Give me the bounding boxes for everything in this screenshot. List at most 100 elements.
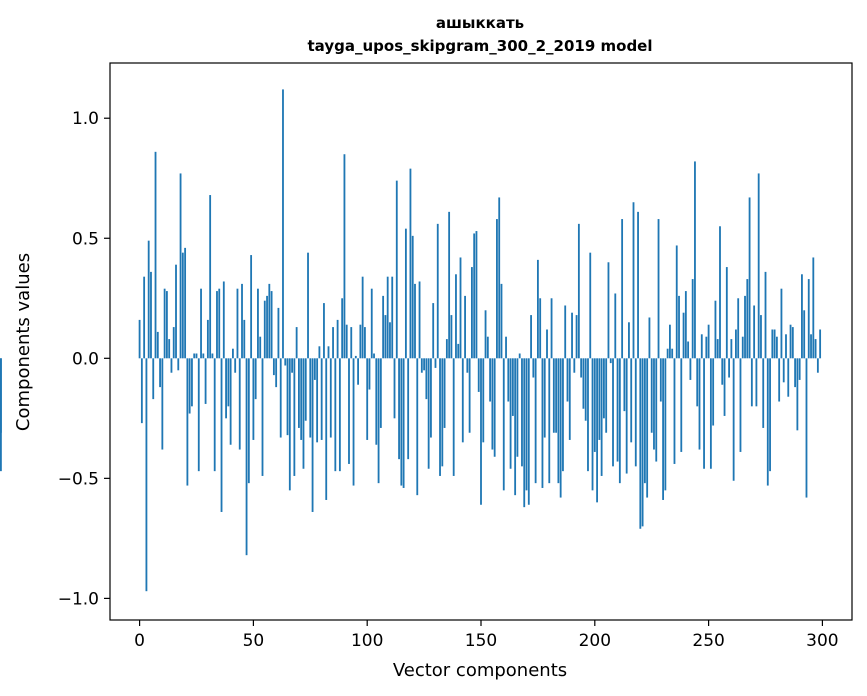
- bar: [377, 358, 380, 484]
- bar: [270, 291, 273, 359]
- x-tick-label: 300: [806, 631, 838, 651]
- bar: [596, 358, 598, 503]
- chart-subtitle: tayga_upos_skipgram_300_2_2019 model: [308, 37, 653, 55]
- bar: [234, 358, 237, 373]
- bar: [400, 358, 403, 486]
- bar: [450, 315, 453, 359]
- bar: [475, 231, 478, 359]
- bar: [309, 358, 312, 438]
- bar: [614, 293, 617, 359]
- bar: [646, 358, 649, 498]
- bar: [760, 315, 762, 359]
- bar: [247, 358, 250, 484]
- bar: [311, 358, 314, 512]
- bar: [307, 252, 309, 359]
- bar: [161, 358, 164, 450]
- bar: [165, 291, 168, 359]
- bar: [348, 358, 350, 464]
- y-tick-label: 0.5: [72, 229, 99, 249]
- bar: [318, 346, 321, 359]
- bar: [612, 358, 614, 467]
- bar: [630, 358, 633, 443]
- bar: [338, 358, 341, 472]
- bar: [700, 334, 703, 359]
- bar: [505, 336, 507, 359]
- bar: [719, 226, 721, 359]
- bar: [480, 358, 482, 505]
- bar: [518, 353, 521, 359]
- bar: [694, 161, 696, 359]
- bar: [373, 353, 375, 359]
- bar: [671, 348, 674, 359]
- bar: [605, 358, 608, 433]
- bar: [789, 324, 792, 359]
- bar: [587, 358, 589, 472]
- bar: [616, 358, 619, 462]
- bar: [562, 358, 564, 472]
- bar: [0, 358, 2, 433]
- bar: [482, 358, 485, 443]
- bar: [466, 358, 469, 373]
- bar: [143, 276, 146, 359]
- bar: [329, 358, 332, 438]
- bar: [744, 295, 746, 359]
- bar: [323, 303, 325, 359]
- bar: [632, 202, 635, 359]
- bar: [222, 281, 225, 359]
- bar: [600, 358, 603, 476]
- bar: [659, 358, 662, 402]
- bar: [375, 358, 378, 445]
- bar: [384, 315, 387, 359]
- bar: [168, 339, 171, 359]
- bar: [678, 295, 680, 359]
- bar: [639, 358, 642, 529]
- bar: [507, 358, 510, 402]
- bar: [345, 324, 348, 359]
- bar: [484, 310, 487, 359]
- bar: [370, 288, 373, 359]
- bar: [423, 358, 426, 371]
- bar: [657, 219, 660, 359]
- bar: [195, 353, 198, 359]
- bar: [559, 358, 562, 498]
- x-tick-label: 0: [134, 631, 145, 651]
- bar: [407, 358, 410, 460]
- bar: [801, 274, 803, 359]
- bar: [502, 358, 505, 491]
- bar: [427, 358, 430, 469]
- bar: [286, 358, 289, 436]
- bar: [819, 329, 822, 359]
- bar: [354, 355, 357, 359]
- bar: [723, 358, 726, 416]
- bar: [662, 358, 664, 500]
- bar: [409, 168, 412, 359]
- bar: [598, 358, 601, 440]
- bar: [236, 288, 239, 359]
- bar: [439, 358, 441, 476]
- bar: [593, 358, 596, 452]
- bar: [325, 358, 328, 500]
- bar: [527, 358, 530, 505]
- bar: [673, 358, 676, 464]
- bar: [628, 322, 630, 359]
- bar: [728, 358, 730, 378]
- bar: [791, 327, 794, 359]
- bar: [432, 303, 435, 359]
- bar: [746, 279, 749, 359]
- bar: [298, 358, 300, 428]
- bar: [496, 219, 498, 359]
- bar: [204, 358, 207, 404]
- bar: [766, 358, 769, 486]
- bar: [803, 310, 806, 359]
- bar: [393, 358, 396, 419]
- bar: [516, 358, 519, 457]
- bar: [282, 89, 284, 359]
- bar: [571, 312, 573, 359]
- bar: [300, 358, 303, 440]
- bar: [181, 252, 184, 359]
- bar: [566, 358, 569, 402]
- bar: [391, 276, 394, 359]
- bar: [368, 358, 371, 390]
- bar: [220, 358, 223, 512]
